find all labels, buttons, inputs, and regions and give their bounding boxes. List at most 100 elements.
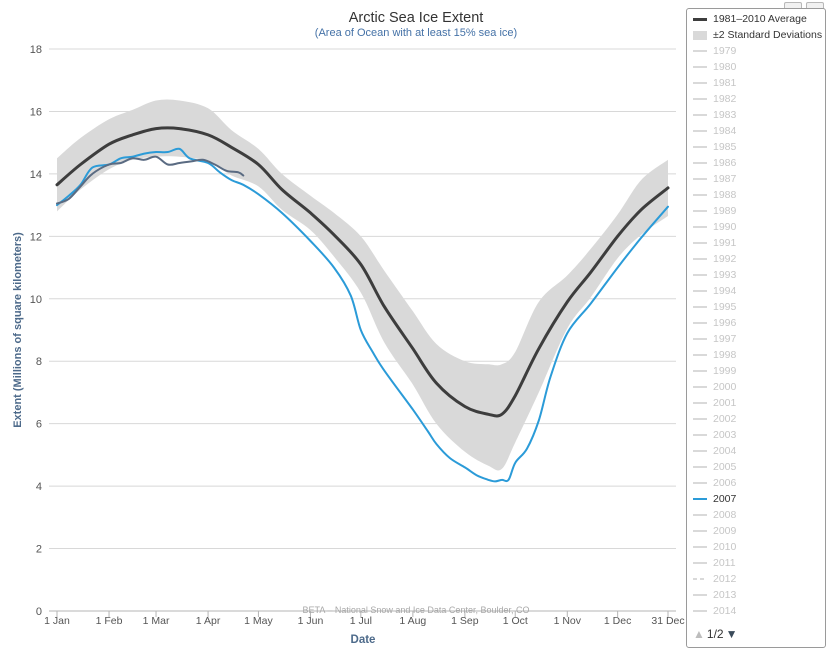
legend-item-2005[interactable]: 2005: [693, 459, 736, 475]
legend-item-2011[interactable]: 2011: [693, 555, 736, 571]
legend-item-1979[interactable]: 1979: [693, 43, 736, 59]
legend-item-1982[interactable]: 1982: [693, 91, 736, 107]
legend-swatch: [693, 514, 707, 516]
x-tick-label: 1 Sep: [451, 615, 479, 627]
legend-item-1983[interactable]: 1983: [693, 107, 736, 123]
legend-label: 1981: [713, 77, 737, 89]
legend-swatch: [693, 194, 707, 196]
legend-item-1987[interactable]: 1987: [693, 171, 736, 187]
legend: 1981–2010 Average ±2 Standard Deviations 1…: [686, 8, 826, 648]
x-tick-label: 1 Feb: [96, 615, 123, 627]
legend-item-2014[interactable]: 2014: [693, 603, 736, 619]
legend-swatch: [693, 290, 707, 292]
legend-item-2003[interactable]: 2003: [693, 427, 736, 443]
legend-item-1998[interactable]: 1998: [693, 347, 736, 363]
legend-item-1984[interactable]: 1984: [693, 123, 736, 139]
legend-item-2000[interactable]: 2000: [693, 379, 736, 395]
legend-label: 1995: [713, 301, 737, 313]
legend-swatch: [693, 418, 707, 420]
legend-item-1988[interactable]: 1988: [693, 187, 736, 203]
legend-item-2009[interactable]: 2009: [693, 523, 736, 539]
legend-swatch: [693, 98, 707, 100]
legend-swatch: [693, 530, 707, 532]
legend-label: 1989: [713, 205, 737, 217]
legend-swatch: [693, 210, 707, 212]
legend-swatch: [693, 434, 707, 436]
legend-swatch: [693, 498, 707, 500]
legend-item-1989[interactable]: 1989: [693, 203, 736, 219]
legend-item-1991[interactable]: 1991: [693, 235, 736, 251]
y-tick-label: 12: [30, 231, 42, 243]
legend-item-2012[interactable]: 2012: [693, 571, 736, 587]
legend-label: 2010: [713, 541, 737, 553]
legend-label: 1988: [713, 189, 737, 201]
y-tick-label: 6: [36, 419, 42, 431]
y-tick-label: 2: [36, 544, 42, 556]
legend-swatch: [693, 578, 707, 580]
legend-item-std-dev[interactable]: ±2 Standard Deviations: [693, 27, 822, 43]
legend-item-1996[interactable]: 1996: [693, 315, 736, 331]
legend-swatch: [693, 386, 707, 388]
legend-item-1985[interactable]: 1985: [693, 139, 736, 155]
legend-item-1995[interactable]: 1995: [693, 299, 736, 315]
legend-item-1981[interactable]: 1981: [693, 75, 736, 91]
x-tick-label: 1 Nov: [554, 615, 582, 627]
legend-item-average[interactable]: 1981–2010 Average: [693, 11, 807, 27]
legend-label: 1999: [713, 365, 737, 377]
legend-swatch: [693, 146, 707, 148]
legend-item-1997[interactable]: 1997: [693, 331, 736, 347]
legend-item-2006[interactable]: 2006: [693, 475, 736, 491]
legend-item-1986[interactable]: 1986: [693, 155, 736, 171]
pager-down-icon[interactable]: ▼: [725, 627, 738, 641]
legend-swatch: [693, 178, 707, 180]
pager-label: 1/2: [706, 627, 724, 641]
legend-swatch: [693, 354, 707, 356]
legend-item-1990[interactable]: 1990: [693, 219, 736, 235]
y-tick-label: 8: [36, 356, 42, 368]
legend-item-1980[interactable]: 1980: [693, 59, 736, 75]
legend-item-2013[interactable]: 2013: [693, 587, 736, 603]
legend-swatch: [693, 17, 707, 21]
x-tick-label: 1 Jan: [44, 615, 70, 627]
x-tick-label: 1 Aug: [399, 615, 426, 627]
legend-item-1999[interactable]: 1999: [693, 363, 736, 379]
legend-label: 1982: [713, 93, 737, 105]
legend-swatch: [693, 338, 707, 340]
legend-swatch: [693, 610, 707, 612]
pager-up-icon[interactable]: ▲: [693, 627, 705, 641]
y-tick-label: 14: [30, 169, 42, 181]
legend-label: 1991: [713, 237, 737, 249]
chart-credit: BETA – National Snow and Ice Data Center…: [303, 605, 530, 615]
legend-swatch: [693, 30, 707, 40]
legend-item-2010[interactable]: 2010: [693, 539, 736, 555]
band-layer: [57, 99, 668, 471]
legend-item-2004[interactable]: 2004: [693, 443, 736, 459]
x-tick-label: 31 Dec: [651, 615, 684, 627]
legend-item-2007[interactable]: 2007: [693, 491, 736, 507]
legend-swatch: [693, 114, 707, 116]
legend-item-1993[interactable]: 1993: [693, 267, 736, 283]
legend-swatch: [693, 450, 707, 452]
legend-item-1994[interactable]: 1994: [693, 283, 736, 299]
legend-label: 2005: [713, 461, 737, 473]
legend-item-2002[interactable]: 2002: [693, 411, 736, 427]
x-tick-label: 1 Jun: [298, 615, 324, 627]
legend-label: 2011: [713, 557, 736, 569]
legend-item-2001[interactable]: 2001: [693, 395, 736, 411]
legend-swatch: [693, 50, 707, 52]
legend-label: 2007: [713, 493, 737, 505]
legend-label: 2012: [713, 573, 737, 585]
legend-pager: ▲ 1/2 ▼: [693, 627, 737, 641]
series-line-1981-2010-average[interactable]: [55, 126, 670, 418]
legend-item-2008[interactable]: 2008: [693, 507, 736, 523]
legend-swatch: [693, 562, 707, 564]
legend-label: 1994: [713, 285, 737, 297]
series-line-2007[interactable]: [56, 147, 669, 483]
legend-item-1992[interactable]: 1992: [693, 251, 736, 267]
series-line-2015[interactable]: [56, 155, 245, 205]
std-dev-band: [57, 99, 668, 471]
legend-swatch: [693, 594, 707, 596]
legend-label: 1980: [713, 61, 737, 73]
